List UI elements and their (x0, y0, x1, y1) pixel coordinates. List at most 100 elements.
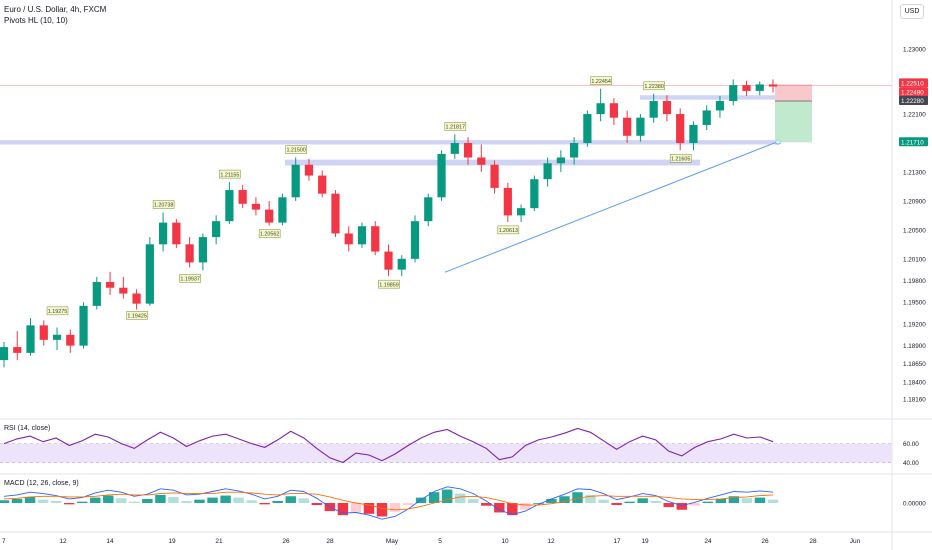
price-tag-label: 1.22510 (901, 80, 924, 87)
take-profit-zone (775, 101, 812, 143)
pivot-box (590, 76, 612, 85)
candle-body (450, 143, 459, 154)
candle-body (477, 157, 486, 165)
macd-histogram-bar (754, 497, 766, 503)
macd-histogram-bar (389, 503, 401, 512)
x-tick-label: 10 (501, 538, 509, 545)
candle (715, 95, 725, 118)
y-tick-label: 1.21300 (903, 169, 926, 176)
macd-histogram-bar (76, 501, 88, 503)
candle (344, 226, 353, 252)
candle-body (357, 226, 367, 245)
chart-title: Euro / U.S. Dollar, 4h, FXCM (4, 5, 107, 14)
pivot-box (126, 311, 148, 320)
macd-tick-label: 0.00000 (903, 501, 926, 508)
pivot-text: 1.22454 (591, 79, 611, 85)
candle (755, 81, 764, 96)
candle-body (742, 85, 751, 91)
pivot-labels: 1.19275 1.19425 1.20738 1.19937 1.21155 1.215… (46, 76, 692, 320)
x-tick-label: 12 (59, 538, 67, 545)
macd-histogram-bar (142, 498, 153, 503)
zones (0, 95, 778, 166)
candle (596, 88, 605, 122)
candle (145, 237, 154, 306)
pivot-text: 1.21817 (446, 125, 466, 131)
candle-body (676, 114, 685, 144)
macd-histogram-bar (207, 497, 218, 503)
macd-histogram-bar (585, 494, 596, 503)
candle (556, 150, 565, 172)
macd-histogram-bar (468, 498, 479, 503)
x-tick-label: 26 (761, 538, 769, 545)
candle (119, 276, 128, 299)
pivot-box (152, 200, 175, 209)
candle-body (596, 103, 605, 115)
candle-body (318, 175, 327, 194)
y-tick-label: 1.23000 (903, 46, 926, 53)
y-tick-label: 1.22100 (903, 112, 926, 119)
pivot-text: 1.19275 (48, 309, 68, 315)
pivot-text: 1.20562 (260, 232, 280, 238)
price-tag: 1.22510 (899, 78, 928, 88)
candle-body (503, 187, 512, 216)
candle (570, 137, 579, 165)
candle-body (490, 164, 499, 188)
pivot-text: 1.20738 (154, 203, 174, 209)
stop-loss-zone (775, 84, 812, 102)
pivot-box (669, 154, 692, 163)
candle-body (145, 244, 154, 304)
candle-body (768, 84, 778, 87)
candle (52, 327, 62, 350)
price-tag-label: 1.22480 (901, 89, 924, 96)
x-tick-label: 21 (215, 538, 223, 545)
macd-histogram-bar (337, 503, 349, 516)
trendline (444, 138, 781, 273)
macd-histogram-bar (428, 492, 440, 503)
macd-histogram-bar (715, 498, 727, 503)
candle (39, 320, 48, 346)
pivot-box (378, 279, 400, 289)
pivot-high: 1.22454 (590, 76, 612, 85)
macd-histogram-bar (441, 489, 453, 503)
x-tick-label: 17 (613, 538, 621, 545)
candle (357, 222, 367, 248)
candle-body (715, 101, 725, 111)
macd-histogram-bar (90, 497, 101, 503)
candle-body (755, 84, 764, 91)
macd-histogram-bar (103, 495, 114, 503)
candle (265, 200, 274, 226)
signal-line (3, 491, 774, 511)
candle-body (371, 226, 380, 252)
macd-histogram-bar (767, 499, 779, 503)
candle-body (516, 208, 526, 216)
macd-histogram-bar (507, 503, 518, 516)
pivot-high: 1.19275 (46, 306, 69, 316)
candle (623, 110, 632, 144)
candle (238, 184, 247, 209)
y-tick-label: 1.18650 (903, 361, 926, 368)
x-tick-label: 24 (704, 538, 712, 545)
candle (225, 182, 234, 225)
candle-body (636, 117, 645, 136)
pivot-text: 1.19937 (180, 277, 200, 283)
candle (13, 331, 22, 361)
macd-histogram-bar (155, 494, 166, 503)
candle-body (225, 190, 234, 222)
candle (331, 190, 340, 238)
candle-body (344, 233, 353, 245)
pivot-text: 1.19425 (127, 313, 147, 319)
candle-body (79, 305, 88, 346)
x-tick-label: 19 (641, 538, 649, 545)
price-tag: 1.22480 (899, 87, 928, 97)
currency-button[interactable]: USD (900, 4, 924, 19)
candle (662, 95, 672, 122)
y-tick-label: 1.20500 (903, 227, 926, 234)
candle-body (397, 258, 406, 270)
x-tick-label: Jun (850, 538, 861, 545)
candle (463, 137, 473, 165)
macd-histogram-bar (350, 503, 362, 513)
candle-body (304, 164, 314, 176)
macd-histogram-bar (702, 501, 714, 503)
